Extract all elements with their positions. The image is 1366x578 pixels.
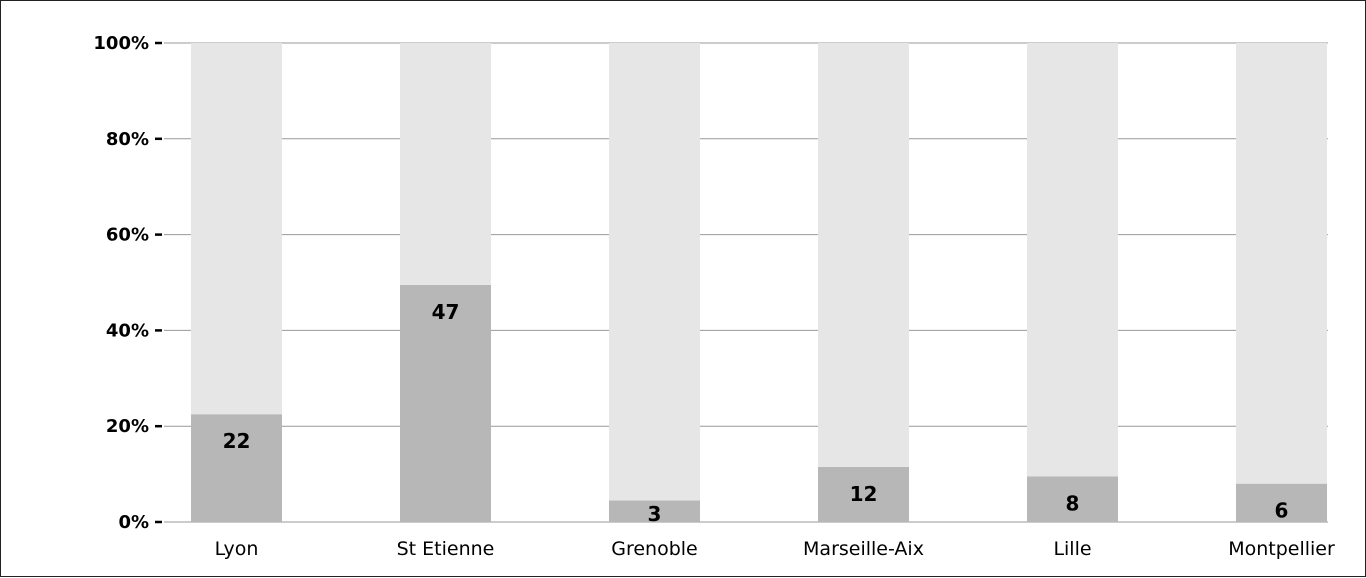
- bar-segment-upper: [818, 43, 909, 467]
- data-label: 6: [1275, 499, 1289, 523]
- bar-segment-upper: [1236, 43, 1327, 484]
- bar-segment-lower: [1027, 476, 1118, 522]
- y-tick-label: 40%: [106, 320, 149, 341]
- bar-segment-lower: [400, 284, 491, 522]
- data-label: 8: [1066, 491, 1080, 515]
- x-category-label: Montpellier: [1228, 538, 1335, 560]
- x-category-label: Grenoble: [611, 538, 698, 560]
- y-tick-label: 100%: [93, 33, 149, 54]
- y-tick-label: 0%: [118, 512, 149, 533]
- y-axis: 0% 20% 40% 60% 80% 100%: [93, 33, 162, 533]
- data-label: 3: [648, 502, 662, 526]
- bar-segment-lower: [191, 414, 282, 522]
- y-tick-label: 20%: [106, 416, 149, 437]
- y-tick-label: 80%: [106, 129, 149, 150]
- bar-segment-upper: [400, 43, 491, 285]
- x-axis: Lyon St Etienne Grenoble Marseille-Aix Lille…: [215, 538, 1335, 560]
- data-label: 22: [223, 429, 251, 453]
- bar-segment-upper: [1027, 43, 1118, 477]
- y-tick-label: 60%: [106, 225, 149, 246]
- bars: [191, 43, 1327, 522]
- bar-segment-upper: [191, 43, 282, 415]
- data-label: 12: [850, 482, 878, 506]
- x-category-label: Lyon: [215, 538, 259, 560]
- bar-segment-lower: [1236, 483, 1327, 522]
- x-category-label: St Etienne: [397, 538, 495, 560]
- bar-segment-upper: [609, 43, 700, 501]
- bar-segment-lower: [818, 466, 909, 522]
- data-labels: 22 47 3 12 8 6: [223, 300, 1289, 526]
- x-category-label: Lille: [1053, 538, 1091, 560]
- data-label: 47: [432, 300, 460, 324]
- gridlines: [164, 42, 1328, 523]
- bar-segment-lower: [609, 500, 700, 522]
- x-category-label: Marseille-Aix: [803, 538, 924, 560]
